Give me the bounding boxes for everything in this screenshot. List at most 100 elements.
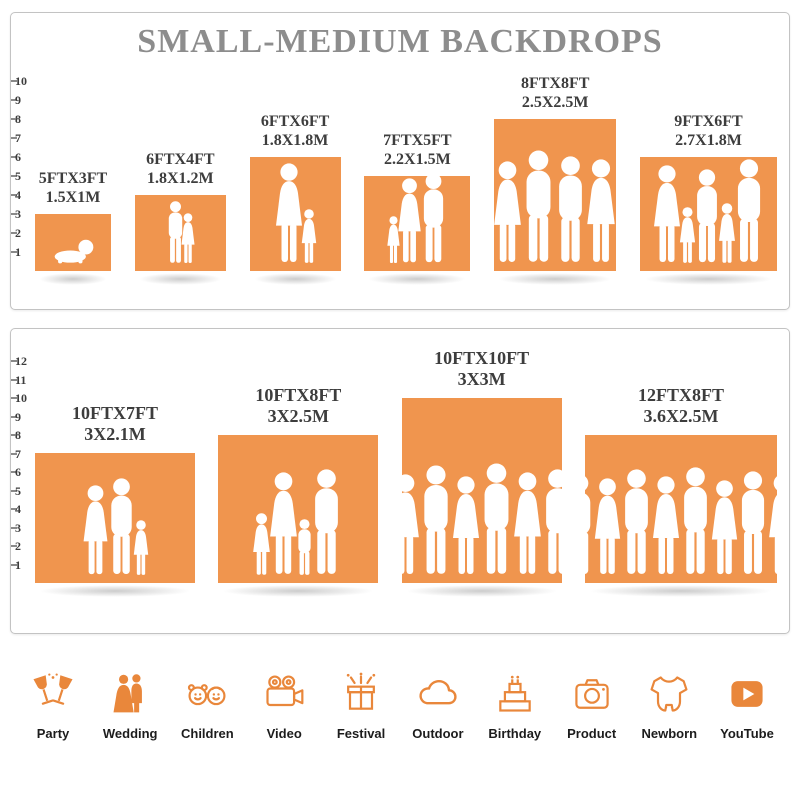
person-silhouette xyxy=(271,163,307,269)
children-icon xyxy=(185,670,229,718)
newborn-icon xyxy=(647,670,691,718)
axis-tick xyxy=(11,471,17,473)
axis-label: 3 xyxy=(15,520,21,535)
axis-tick xyxy=(11,452,17,455)
person-silhouette xyxy=(294,519,315,581)
backdrop-rect xyxy=(35,214,111,271)
person-silhouette xyxy=(476,463,517,581)
category-label: Children xyxy=(180,726,234,741)
person-silhouette xyxy=(265,472,302,581)
size-ft-label: 10FTX8FT xyxy=(255,384,342,405)
bars-row-top: 5FTX3FT 1.5X1M 6FTX4FT 1.8X1.2M 6FTX6FT 1.8X1… xyxy=(35,74,777,285)
size-ft-label: 10FTX10FT xyxy=(434,347,530,368)
axis-tick xyxy=(11,232,17,234)
party-icon xyxy=(31,670,75,718)
size-m-label: 3X2.5M xyxy=(267,406,330,427)
person-silhouette xyxy=(764,474,777,581)
axis-label: 1 xyxy=(15,245,21,259)
person-silhouette xyxy=(582,159,617,269)
axis-label: 8 xyxy=(15,112,21,126)
category-birthday: Birthday xyxy=(488,670,542,741)
silhouette-group xyxy=(35,237,111,269)
outdoor-icon xyxy=(416,670,460,718)
person-silhouette xyxy=(676,467,715,581)
backdrop-rect xyxy=(639,157,777,271)
axis-tick xyxy=(11,563,17,566)
person-silhouette xyxy=(590,478,625,581)
person-silhouette xyxy=(79,485,112,581)
ground-shadow xyxy=(222,585,375,597)
backdrop-rect xyxy=(134,195,226,271)
category-label: Party xyxy=(36,726,70,741)
size-ft-label: 7FTX5FT xyxy=(383,131,452,149)
person-silhouette xyxy=(104,478,139,581)
category-label: YouTube xyxy=(720,726,774,741)
panel-small-medium-top: SMALL-MEDIUM BACKDROPS 1 2 3 4 5 6 7 8 9 10 5FTX3… xyxy=(10,12,790,310)
backdrop-rect xyxy=(218,435,379,583)
axis-label: 1 xyxy=(15,557,21,572)
person-silhouette xyxy=(690,169,724,269)
axis-label: 4 xyxy=(15,502,21,516)
category-outdoor: Outdoor xyxy=(411,670,465,741)
silhouette-group xyxy=(640,159,777,269)
backdrop-size-label: 6FTX6FT 1.8X1.8M xyxy=(261,112,329,150)
size-m-label: 2.5X2.5M xyxy=(521,93,589,111)
backdrop-rect xyxy=(401,398,562,583)
size-ft-label: 6FTX4FT xyxy=(146,150,215,168)
axis-label: 7 xyxy=(15,446,21,461)
axis-tick xyxy=(11,251,17,253)
person-silhouette xyxy=(448,476,484,581)
silhouette-group xyxy=(250,163,341,269)
backdrop-size-label: 10FTX10FT 3X3M xyxy=(434,348,529,391)
silhouette-group xyxy=(135,201,226,269)
size-m-label: 2.7X1.8M xyxy=(675,131,742,149)
backdrop-size-label: 8FTX8FT 2.5X2.5M xyxy=(521,74,589,112)
backdrop-item: 5FTX3FT 1.5X1M xyxy=(35,169,111,285)
person-silhouette xyxy=(612,154,617,269)
person-silhouette xyxy=(677,207,698,269)
video-icon xyxy=(262,670,306,718)
axis-label: 7 xyxy=(15,131,21,145)
ground-shadow xyxy=(368,273,467,285)
person-silhouette xyxy=(385,216,402,269)
category-festival: Festival xyxy=(334,670,388,741)
person-silhouette xyxy=(416,465,456,581)
person-silhouette xyxy=(250,513,273,581)
size-ft-label: 10FTX7FT xyxy=(71,402,158,423)
category-party: Party xyxy=(26,670,80,741)
category-label: Newborn xyxy=(641,726,698,741)
axis-tick xyxy=(11,378,17,381)
axis-tick xyxy=(11,526,17,529)
category-youtube: YouTube xyxy=(720,670,774,741)
backdrop-item: 10FTX7FT 3X2.1M xyxy=(35,403,195,597)
person-silhouette xyxy=(131,520,151,581)
person-silhouette xyxy=(584,474,598,581)
axis-label: 6 xyxy=(15,150,21,164)
person-silhouette xyxy=(299,209,319,269)
person-silhouette xyxy=(164,201,187,269)
ground-shadow xyxy=(643,273,773,285)
category-label: Wedding xyxy=(102,726,158,741)
category-label: Product xyxy=(567,726,617,741)
person-silhouette xyxy=(649,165,685,269)
axis-label: 3 xyxy=(15,207,21,221)
backdrop-size-label: 10FTX7FT 3X2.1M xyxy=(72,403,158,446)
axis-tick xyxy=(11,80,17,82)
wedding-icon xyxy=(108,670,152,718)
baby-silhouette xyxy=(52,237,94,269)
ground-shadow xyxy=(253,273,337,285)
axis-tick xyxy=(11,175,17,177)
axis-tick xyxy=(11,360,17,362)
size-m-label: 3X2.1M xyxy=(84,424,146,445)
ground-shadow xyxy=(498,273,613,285)
person-silhouette xyxy=(707,480,742,581)
axis-tick xyxy=(11,213,17,215)
person-silhouette xyxy=(734,471,772,581)
category-video: Video xyxy=(257,670,311,741)
backdrop-size-label: 10FTX8FT 3X2.5M xyxy=(255,385,341,428)
axis-tick xyxy=(11,545,17,547)
person-silhouette xyxy=(494,161,526,269)
category-product: Product xyxy=(565,670,619,741)
backdrop-item: 6FTX4FT 1.8X1.2M xyxy=(134,150,226,285)
category-label: Video xyxy=(266,726,302,741)
